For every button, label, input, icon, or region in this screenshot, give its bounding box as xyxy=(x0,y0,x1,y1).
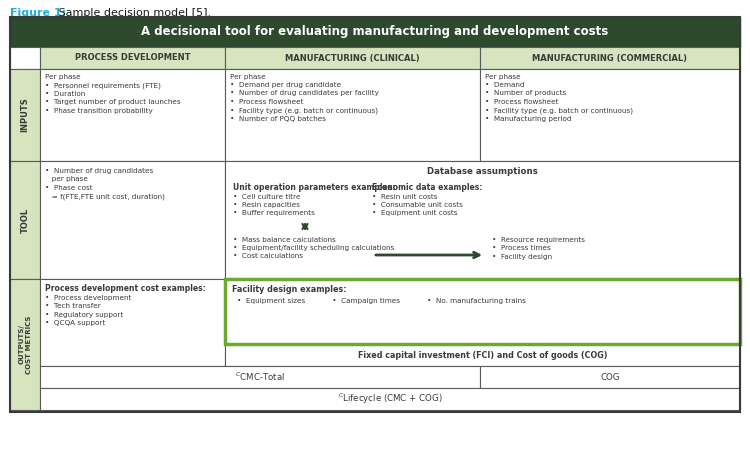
Text: Per phase
•  Personnel requirements (FTE)
•  Duration
•  Target number of produc: Per phase • Personnel requirements (FTE)… xyxy=(45,74,181,113)
FancyBboxPatch shape xyxy=(480,366,740,388)
FancyBboxPatch shape xyxy=(10,161,40,279)
FancyBboxPatch shape xyxy=(40,69,225,161)
FancyBboxPatch shape xyxy=(10,279,40,410)
Text: TOOL: TOOL xyxy=(20,207,29,233)
Text: PROCESS DEVELOPMENT: PROCESS DEVELOPMENT xyxy=(75,54,190,63)
Text: A decisional tool for evaluating manufacturing and development costs: A decisional tool for evaluating manufac… xyxy=(141,26,609,39)
FancyBboxPatch shape xyxy=(225,69,480,161)
Text: •  Cell culture titre
•  Resin capacities
•  Buffer requirements: • Cell culture titre • Resin capacities … xyxy=(233,194,315,216)
Text: OUTPUTS/
COST METRICS: OUTPUTS/ COST METRICS xyxy=(18,315,32,374)
Text: •  Equipment sizes            •  Campaign times            •  No. manufacturing : • Equipment sizes • Campaign times • No.… xyxy=(237,298,526,304)
Text: Process development cost examples:: Process development cost examples: xyxy=(45,284,206,293)
Text: Fixed capital investment (FCI) and Cost of goods (COG): Fixed capital investment (FCI) and Cost … xyxy=(358,351,608,360)
FancyBboxPatch shape xyxy=(225,161,740,279)
Text: •  Resin unit costs
•  Consumable unit costs
•  Equipment unit costs: • Resin unit costs • Consumable unit cos… xyxy=(373,194,464,216)
FancyBboxPatch shape xyxy=(40,279,225,366)
FancyBboxPatch shape xyxy=(10,69,40,161)
Text: Economic data examples:: Economic data examples: xyxy=(373,183,483,192)
FancyBboxPatch shape xyxy=(225,279,740,344)
Text: Unit operation parameters examples:: Unit operation parameters examples: xyxy=(233,183,395,192)
Text: •  Resource requirements
•  Process times
•  Facility design: • Resource requirements • Process times … xyxy=(492,237,585,260)
Text: Facility design examples:: Facility design examples: xyxy=(232,285,346,294)
Text: •  Process development
•  Tech transfer
•  Regulatory support
•  QCQA support: • Process development • Tech transfer • … xyxy=(45,295,131,326)
FancyBboxPatch shape xyxy=(40,47,225,69)
Text: •  Number of drug candidates
   per phase
•  Phase cost
   = f(FTE,FTE unit cost: • Number of drug candidates per phase • … xyxy=(45,168,165,200)
FancyBboxPatch shape xyxy=(225,344,740,366)
Text: INPUTS: INPUTS xyxy=(20,98,29,132)
FancyBboxPatch shape xyxy=(10,17,740,47)
Text: Per phase
•  Demand per drug candidate
•  Number of drug candidates per facility: Per phase • Demand per drug candidate • … xyxy=(230,74,379,122)
Text: MANUFACTURING (COMMERCIAL): MANUFACTURING (COMMERCIAL) xyxy=(532,54,688,63)
Text: Sample decision model [5].: Sample decision model [5]. xyxy=(55,8,211,18)
FancyBboxPatch shape xyxy=(480,69,740,161)
Text: Per phase
•  Demand
•  Number of products
•  Process flowsheet
•  Facility type : Per phase • Demand • Number of products … xyxy=(485,74,633,122)
Text: Database assumptions: Database assumptions xyxy=(427,167,538,176)
FancyBboxPatch shape xyxy=(40,366,480,388)
Text: Figure 1:: Figure 1: xyxy=(10,8,66,18)
FancyBboxPatch shape xyxy=(40,161,225,279)
Text: MANUFACTURING (CLINICAL): MANUFACTURING (CLINICAL) xyxy=(285,54,420,63)
Text: $^{C}$Lifecycle (CMC + COG): $^{C}$Lifecycle (CMC + COG) xyxy=(338,392,442,406)
FancyBboxPatch shape xyxy=(40,388,740,410)
FancyBboxPatch shape xyxy=(10,47,40,69)
FancyBboxPatch shape xyxy=(225,47,480,69)
FancyBboxPatch shape xyxy=(480,47,740,69)
Text: $^{C}$CMC-Total: $^{C}$CMC-Total xyxy=(235,371,285,383)
Text: COG: COG xyxy=(600,373,619,382)
Text: •  Mass balance calculations
•  Equipment/facility scheduling calculations
•  Co: • Mass balance calculations • Equipment/… xyxy=(233,237,394,260)
